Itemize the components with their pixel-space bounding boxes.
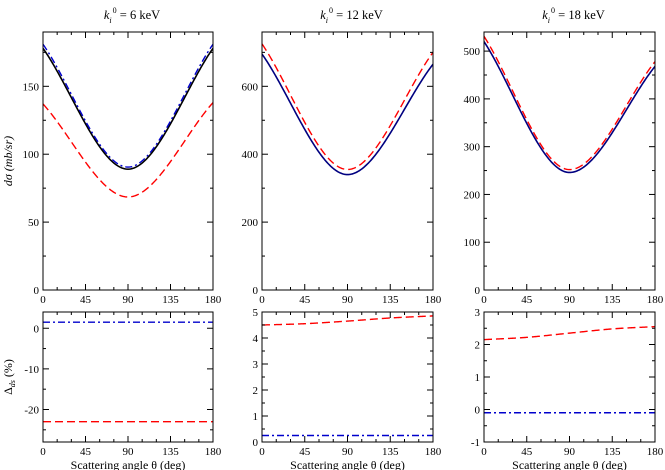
- panel-bottom-left: 0 45 90 135 180 -20 -10 0 Scattering angle θ (de…: [24, 311, 222, 470]
- y-tick-label: 1: [475, 372, 481, 384]
- panel-top-left: 0 45 90 135 180 0 50 100 150 ki0 = 6 keV: [23, 6, 222, 306]
- y-tick-label: 2: [253, 385, 259, 397]
- x-tick-label: 90: [564, 446, 576, 458]
- y-tick-label: 3: [475, 307, 481, 319]
- series-solid-blue: [262, 53, 433, 176]
- x-tick-label: 0: [40, 446, 46, 458]
- x-tick-label: 135: [382, 294, 399, 306]
- y-tick-label: 0: [475, 405, 481, 417]
- y-tick-label: 400: [242, 149, 259, 161]
- x-tick-label: 90: [342, 294, 354, 306]
- x-tick-label: 180: [205, 294, 222, 306]
- x-tick-label: 45: [80, 446, 92, 458]
- x-tick-label: 135: [604, 294, 621, 306]
- x-tick-label: 180: [647, 446, 664, 458]
- series-solid-blue: [484, 41, 655, 174]
- series-solid-black: [43, 47, 213, 170]
- y-tick-label: 0: [475, 285, 481, 297]
- y-tick-label: 300: [464, 142, 481, 154]
- x-tick-label: 90: [342, 446, 354, 458]
- x-axis-title: Scattering angle θ (deg): [71, 458, 186, 470]
- panel-title: ki0 = 6 keV: [104, 6, 160, 25]
- x-tick-label: 135: [604, 446, 621, 458]
- x-tick-label: 45: [299, 294, 311, 306]
- x-tick-label: 45: [521, 446, 533, 458]
- y-tick-label: 100: [464, 237, 481, 249]
- plot-frame: [261, 31, 434, 291]
- x-tick-label: 180: [425, 294, 442, 306]
- x-tick-label: 180: [425, 446, 442, 458]
- y-tick-label: 500: [464, 46, 481, 58]
- series-dashed-red: [43, 102, 213, 198]
- plot-frame: [261, 311, 434, 443]
- y-tick-label: 3: [253, 359, 259, 371]
- x-tick-label: 135: [162, 446, 179, 458]
- panel-title: ki0 = 18 keV: [542, 6, 605, 25]
- y-tick-label: 1: [253, 411, 259, 423]
- y-tick-label: 2: [475, 340, 481, 352]
- x-tick-label: 0: [481, 294, 487, 306]
- y-tick-label: -1: [471, 437, 480, 449]
- x-tick-label: 135: [382, 446, 399, 458]
- series-dashed-red: [484, 35, 655, 171]
- x-tick-label: 180: [205, 446, 222, 458]
- plot-frame: [483, 31, 656, 291]
- x-tick-label: 90: [123, 446, 135, 458]
- y-tick-label: -10: [24, 364, 39, 376]
- x-tick-label: 45: [521, 294, 533, 306]
- y-axis-title-top: dσ (mb/sr): [1, 136, 15, 186]
- x-axis-title: Scattering angle θ (deg): [512, 458, 627, 470]
- plot-frame: [42, 31, 214, 291]
- plot-frame: [42, 311, 214, 443]
- x-tick-label: 0: [259, 294, 265, 306]
- y-tick-label: 4: [253, 333, 259, 345]
- x-tick-label: 45: [80, 294, 92, 306]
- x-axis-title: Scattering angle θ (deg): [290, 458, 405, 470]
- y-tick-label: 400: [464, 94, 481, 106]
- panel-title: ki0 = 12 keV: [320, 6, 383, 25]
- x-tick-label: 90: [564, 294, 576, 306]
- y-tick-label: 0: [253, 437, 259, 449]
- x-tick-label: 0: [481, 446, 487, 458]
- y-tick-label: 150: [23, 81, 40, 93]
- y-tick-label: 0: [34, 323, 40, 335]
- plot-frame: [483, 311, 656, 443]
- series-dashed-red: [262, 43, 433, 171]
- x-tick-label: 0: [259, 446, 265, 458]
- y-tick-label: 600: [242, 81, 259, 93]
- panel-top-right: 0 45 90 135 180 0 100 200 300 400 500 ki0 = 18 keV: [464, 6, 664, 306]
- panel-top-middle: 0 45 90 135 180 0 200 400 600 ki0 = 12 keV: [242, 6, 442, 306]
- y-tick-label: 50: [28, 217, 40, 229]
- y-tick-label: 200: [242, 217, 259, 229]
- series-dashed-red: [484, 325, 655, 341]
- y-tick-label: 0: [253, 285, 259, 297]
- y-axis-title-bottom: Δds (%): [1, 359, 17, 395]
- x-tick-label: 90: [123, 294, 135, 306]
- y-tick-label: 100: [23, 149, 40, 161]
- x-tick-label: 180: [647, 294, 664, 306]
- y-tick-label: 200: [464, 189, 481, 201]
- x-tick-label: 135: [162, 294, 179, 306]
- y-tick-label: 0: [34, 285, 40, 297]
- series-dashed-red: [262, 315, 433, 326]
- y-tick-label: 5: [253, 307, 259, 319]
- series-dashdot-blue: [43, 43, 213, 168]
- x-tick-label: 45: [299, 446, 311, 458]
- x-tick-label: 0: [40, 294, 46, 306]
- y-tick-label: -20: [24, 405, 39, 417]
